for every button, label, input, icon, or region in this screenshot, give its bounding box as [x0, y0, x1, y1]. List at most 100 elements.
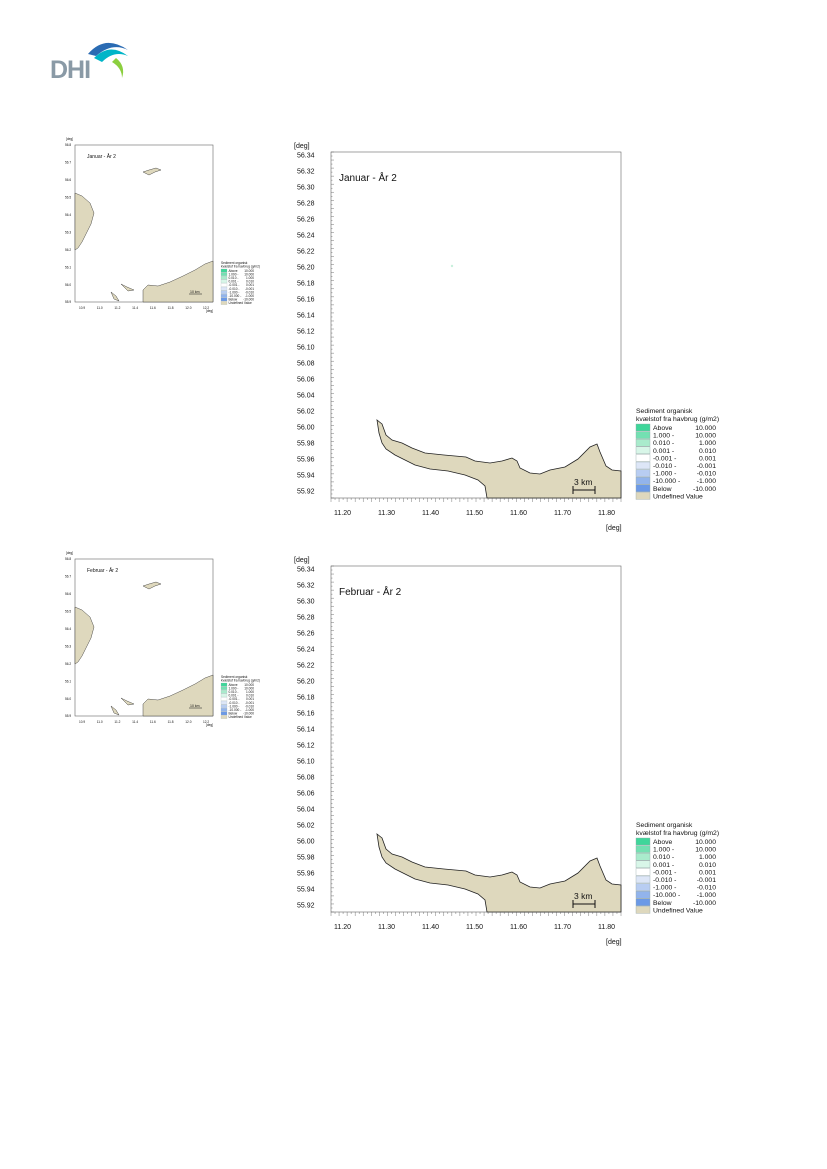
main-map-frame — [330, 151, 622, 499]
dhi-logo-text: DHI — [50, 56, 91, 84]
main-unit-top: [deg] — [294, 557, 310, 564]
overview-legend-item-label: Above — [229, 269, 238, 273]
main-y-tick-label: 56.34 — [297, 567, 315, 574]
main-y-tick-label: 56.22 — [297, 663, 315, 670]
overview-x-axis: 10.9 11.0 11.2 11.4 11.6 11.8 12.0 12.2 — [79, 720, 209, 724]
legend-title-2: kvælstof fra havbrug (g/m2) — [636, 416, 719, 423]
overview-legend-item-range: 10.000 — [244, 686, 254, 690]
main-y-tick-label: 55.98 — [297, 855, 315, 862]
overview-legend-item-label: -1.000 - — [229, 704, 240, 708]
overview-legend-item-label: Below — [229, 712, 238, 716]
legend-swatch — [635, 439, 651, 447]
legend-swatch — [635, 837, 651, 846]
overview-legend-swatch — [220, 279, 228, 284]
overview-legend-item-label: 1.000 - — [229, 686, 239, 690]
overview-x-tick-label: 11.0 — [97, 720, 103, 724]
overview-legend-item-range: -0.001 — [245, 701, 254, 705]
main-land-coast — [376, 419, 622, 499]
legend-item-range: -0.001 — [697, 463, 716, 470]
main-land-coast — [376, 833, 622, 913]
legend-item-range: 10.000 — [695, 839, 716, 846]
legend-swatch — [635, 431, 651, 439]
legend-title-1: Sediment organisk — [636, 408, 693, 415]
legend-swatch — [635, 469, 651, 477]
overview-x-tick-label: 10.9 — [79, 720, 85, 724]
overview-legend-item-label: -0.001 - — [229, 283, 240, 287]
overview-x-tick-label: 11.6 — [150, 306, 156, 310]
overview-legend-item-label: Below — [229, 298, 238, 302]
main-x-tick-label: 11.40 — [422, 510, 439, 517]
main-scale-label: 3 km — [574, 477, 592, 487]
overview-legend-item-label: 0.001 - — [229, 694, 239, 698]
legend-item-range: 0.010 — [699, 862, 716, 869]
main-y-axis: 56.34 56.32 56.30 56.28 56.26 56.24 56.22 56.20… — [297, 565, 334, 913]
main-y-tick-label: 56.32 — [297, 583, 315, 590]
overview-legend-item-range: 0.010 — [246, 694, 254, 698]
main-y-tick-label: 55.92 — [297, 903, 315, 910]
main-y-tick-label: 56.16 — [297, 297, 315, 304]
overview-x-tick-label: 11.4 — [132, 720, 138, 724]
legend-swatch — [635, 853, 651, 861]
overview-y-tick-label: 56.7 — [65, 161, 71, 165]
main-x-tick-label: 11.70 — [554, 510, 571, 517]
overview-legend-item-range: -0.010 — [245, 290, 254, 294]
overview-x-tick-label: 12.0 — [185, 306, 191, 310]
main-map: [deg] Januar - År 2 56.34 56.32 56.30 56.28… — [294, 143, 622, 532]
main-map-title: Februar - År 2 — [339, 585, 402, 598]
main-y-tick-label: 56.00 — [297, 425, 315, 432]
main-y-tick-label: 56.18 — [297, 281, 315, 288]
legend-swatch — [635, 446, 651, 454]
legend-swatch — [635, 906, 651, 914]
overview-legend-item-label: -0.001 - — [229, 697, 240, 701]
overview-legend-swatch — [220, 704, 228, 708]
legend-swatch — [635, 890, 651, 899]
overview-legend-swatch — [220, 697, 228, 701]
main-y-tick-label: 56.26 — [297, 217, 315, 224]
overview-x-tick-label: 11.2 — [114, 720, 120, 724]
legend-title-1: Sediment organisk — [636, 822, 693, 829]
main-y-tick-label: 56.12 — [297, 743, 315, 750]
main-legend: Sediment organisk kvælstof fra havbrug (… — [635, 822, 719, 914]
overview-legend-swatch — [220, 268, 228, 273]
main-x-tick-label: 11.30 — [378, 510, 395, 517]
legend-swatch — [635, 484, 651, 493]
overview-legend-swatch — [220, 294, 228, 298]
overview-land-southeast — [142, 674, 214, 717]
overview-y-tick-label: 56.3 — [65, 644, 71, 648]
legend-swatch — [635, 461, 651, 470]
overview-legend-swatch — [220, 290, 228, 294]
overview-legend-item-range: 10.000 — [244, 272, 254, 276]
overview-x-tick-label: 11.6 — [150, 720, 156, 724]
figure-januar-svg: Januar - År 2 [deg] [deg] 56.856.756.656… — [65, 137, 719, 532]
main-y-tick-label: 56.04 — [297, 393, 315, 400]
legend-item-label: Above — [653, 839, 672, 846]
overview-x-tick-label: 11.0 — [97, 306, 103, 310]
main-y-tick-label: 56.30 — [297, 599, 315, 606]
overview-x-tick-label: 12.2 — [203, 720, 209, 724]
legend-swatch — [635, 423, 651, 432]
figure-januar: Januar - År 2 [deg] [deg] 56.8 56.7 56.6 56… — [0, 0, 827, 540]
overview-legend-swatch — [220, 686, 228, 690]
main-scale-bar: 3 km — [572, 891, 596, 908]
main-y-axis: 56.34 56.32 56.30 56.28 56.26 56.24 56.22 56.20… — [297, 151, 334, 499]
main-y-tick-label: 56.30 — [297, 185, 315, 192]
overview-y-tick-label: 56.7 — [65, 575, 71, 579]
overview-legend-item-label: 0.010 - — [229, 276, 239, 280]
overview-legend-item-range: 0.001 — [246, 283, 254, 287]
overview-map-title: Januar - År 2 — [87, 153, 116, 160]
main-y-tick-label: 56.24 — [297, 233, 315, 240]
main-y-tick-label: 56.32 — [297, 169, 315, 176]
main-legend: Sediment organisk kvælstof fra havbrug (… — [635, 408, 719, 500]
legend-item-range: 0.001 — [699, 869, 716, 876]
overview-land-west — [74, 192, 95, 251]
overview-y-tick-label: 56.1 — [65, 265, 71, 269]
overview-land-small-1 — [110, 291, 120, 302]
main-x-tick-label: 11.50 — [466, 924, 483, 931]
legend-swatch — [635, 875, 651, 884]
main-y-tick-label: 56.10 — [297, 345, 315, 352]
figure-februar-svg: Februar - År 2 [deg] [deg] 56.856.756.65… — [65, 551, 719, 946]
legend-item-label: -0.001 - — [653, 869, 676, 876]
overview-legend-item-range: -0.001 — [245, 287, 254, 291]
overview-land-small-2 — [120, 283, 135, 292]
overview-legend-item-label: -10.000 - — [229, 708, 242, 712]
